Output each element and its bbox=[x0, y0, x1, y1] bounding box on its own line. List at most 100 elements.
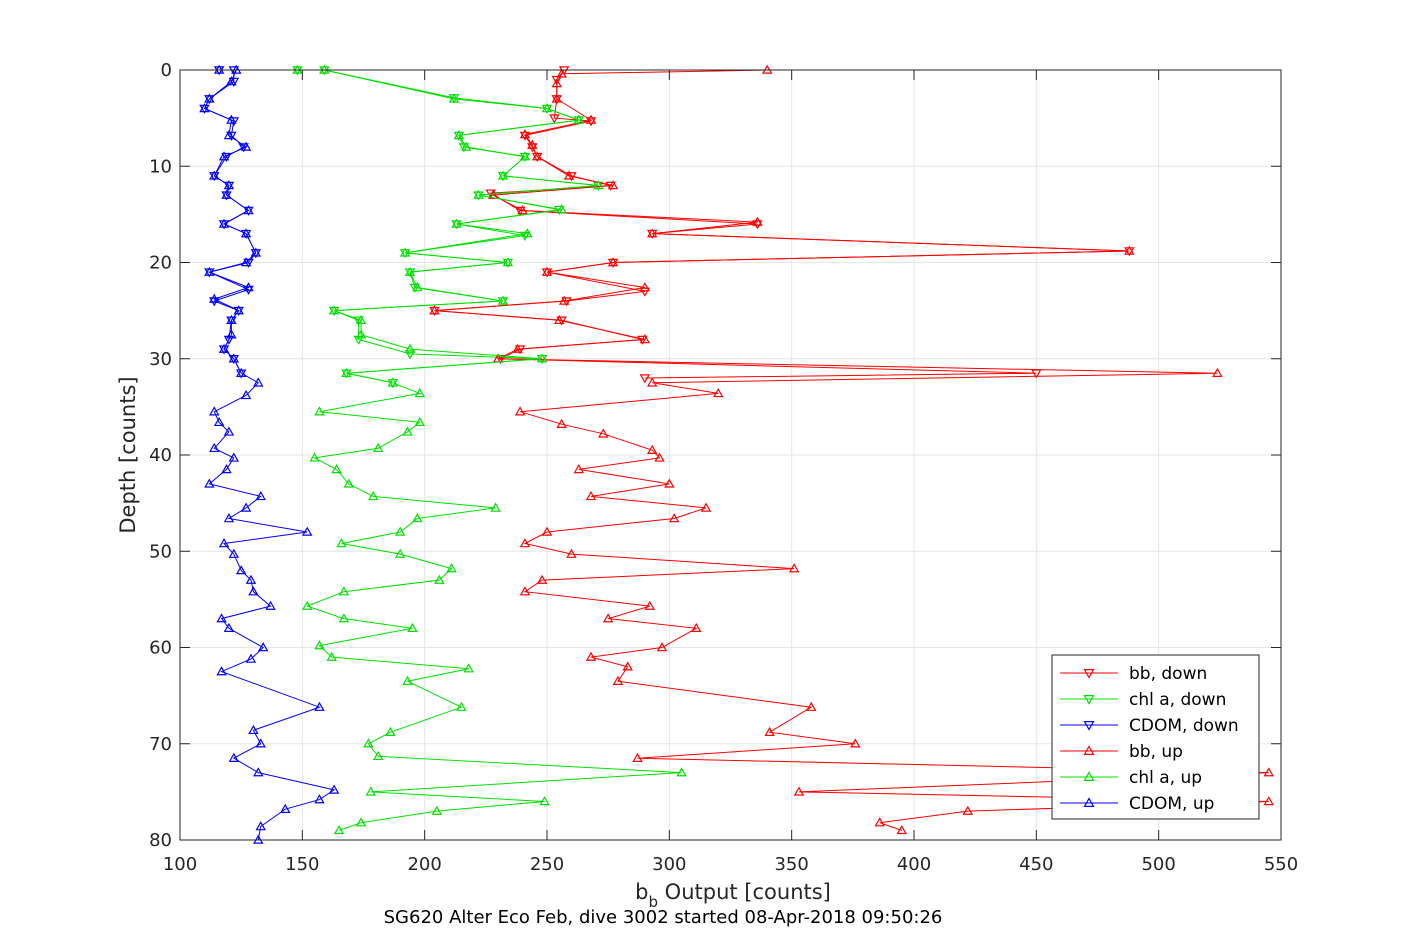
x-axis-title-main: b bbox=[635, 880, 648, 904]
data-point bbox=[204, 93, 215, 103]
x-axis-title-subscript: b bbox=[648, 893, 658, 911]
data-point bbox=[639, 374, 651, 384]
data-point bbox=[522, 228, 533, 238]
data-point bbox=[394, 526, 406, 536]
data-point bbox=[404, 343, 416, 353]
series-5 bbox=[199, 64, 340, 844]
data-point bbox=[223, 180, 235, 190]
data-point bbox=[553, 314, 565, 324]
data-point bbox=[385, 726, 396, 736]
x-tick-label: 250 bbox=[530, 854, 564, 875]
data-point bbox=[226, 314, 237, 324]
data-point bbox=[566, 548, 577, 558]
legend-label: CDOM, up bbox=[1129, 794, 1214, 814]
data-point bbox=[216, 613, 227, 623]
data-point bbox=[333, 824, 345, 835]
data-point bbox=[209, 442, 220, 453]
data-point bbox=[209, 406, 220, 416]
data-point bbox=[412, 513, 423, 523]
data-point bbox=[404, 350, 416, 360]
data-point bbox=[585, 490, 597, 501]
data-point bbox=[461, 141, 472, 151]
data-point bbox=[646, 444, 658, 454]
data-point bbox=[243, 205, 254, 215]
data-point bbox=[691, 622, 702, 633]
data-point bbox=[355, 329, 367, 339]
data-point bbox=[235, 565, 247, 575]
data-point bbox=[240, 389, 252, 400]
data-point bbox=[301, 600, 313, 610]
data-point bbox=[407, 622, 418, 633]
data-point bbox=[514, 206, 526, 216]
data-point bbox=[314, 701, 325, 711]
data-point bbox=[531, 151, 543, 161]
data-point bbox=[654, 452, 665, 462]
data-point bbox=[502, 257, 514, 267]
data-point bbox=[223, 335, 235, 345]
data-point bbox=[341, 367, 352, 377]
data-point bbox=[541, 266, 553, 276]
data-point bbox=[541, 103, 553, 113]
data-point bbox=[314, 794, 325, 804]
data-point bbox=[314, 640, 325, 650]
data-point bbox=[788, 563, 800, 573]
data-point bbox=[451, 218, 462, 228]
series-line bbox=[203, 69, 336, 841]
data-point bbox=[223, 622, 235, 633]
data-point bbox=[607, 180, 619, 190]
data-point bbox=[221, 464, 232, 474]
data-point bbox=[257, 642, 269, 652]
x-tick-label: 450 bbox=[1019, 854, 1053, 875]
data-point bbox=[331, 464, 342, 474]
data-point bbox=[336, 538, 347, 548]
data-point bbox=[632, 752, 643, 762]
data-point bbox=[245, 653, 257, 663]
data-point bbox=[228, 353, 240, 363]
data-point bbox=[622, 661, 633, 671]
x-axis-title-rest: Output [counts] bbox=[658, 880, 831, 904]
y-tick-label: 20 bbox=[149, 253, 172, 274]
data-point bbox=[536, 574, 548, 584]
x-tick-label: 550 bbox=[1264, 854, 1298, 875]
data-point bbox=[209, 170, 220, 180]
data-point bbox=[561, 297, 572, 307]
y-tick-label: 50 bbox=[149, 541, 172, 562]
data-point bbox=[221, 152, 232, 163]
data-point bbox=[585, 651, 597, 661]
data-point bbox=[551, 78, 563, 88]
data-point bbox=[539, 796, 550, 806]
data-point bbox=[228, 452, 240, 462]
data-point bbox=[414, 416, 426, 427]
data-point bbox=[585, 117, 597, 127]
data-point bbox=[365, 786, 377, 796]
x-tick-label: 100 bbox=[163, 854, 197, 875]
legend-label: chl a, up bbox=[1129, 768, 1202, 788]
data-point bbox=[402, 426, 413, 436]
data-point bbox=[255, 490, 266, 501]
x-axis-title: bb Output [counts] bbox=[635, 880, 831, 911]
data-point bbox=[519, 231, 531, 241]
data-point bbox=[563, 170, 575, 180]
legend-label: CDOM, down bbox=[1129, 716, 1239, 736]
data-point bbox=[253, 377, 264, 387]
data-point bbox=[664, 478, 675, 488]
data-point bbox=[226, 114, 237, 124]
data-point bbox=[473, 189, 484, 199]
data-point bbox=[573, 114, 585, 124]
legend-marker bbox=[1083, 721, 1095, 731]
data-point bbox=[556, 204, 567, 214]
data-point bbox=[850, 738, 861, 748]
data-point bbox=[243, 285, 254, 295]
data-point bbox=[231, 64, 242, 74]
series-line bbox=[434, 69, 1269, 831]
data-point bbox=[250, 247, 262, 257]
data-point bbox=[598, 428, 609, 438]
data-point bbox=[593, 180, 604, 190]
data-point bbox=[223, 513, 235, 523]
y-tick-label: 70 bbox=[149, 734, 172, 755]
data-point bbox=[253, 767, 264, 777]
data-point bbox=[372, 750, 384, 761]
data-point bbox=[519, 129, 531, 139]
data-point bbox=[519, 538, 531, 548]
data-point bbox=[607, 257, 619, 267]
